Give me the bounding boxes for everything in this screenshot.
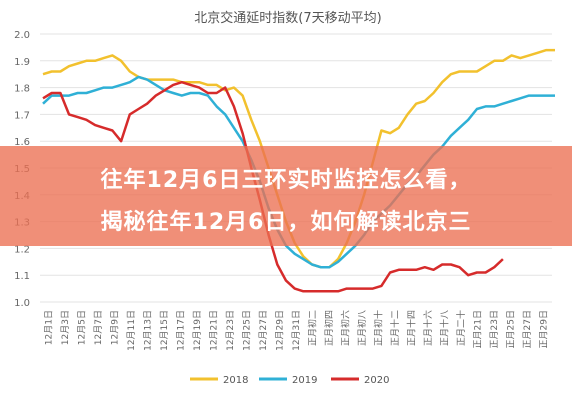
- x-tick-label: 12月5日: [76, 310, 87, 345]
- y-tick-label: 1.8: [14, 84, 30, 95]
- legend: 2018 2019 2020: [190, 375, 389, 386]
- y-tick-label: 1.0: [14, 298, 30, 309]
- headline-line-1: 往年12月6日三环实时监控怎么看，: [100, 168, 472, 193]
- y-tick-label: 1.7: [14, 110, 30, 121]
- series-line-2018: [42, 48, 555, 269]
- x-tick-label: 正月27日: [522, 310, 533, 348]
- series-line-2020: [42, 80, 504, 293]
- x-tick-label: 正月初八: [356, 310, 368, 346]
- x-tick-label: 12月1日: [43, 310, 54, 345]
- x-tick-label: 12月15日: [159, 310, 170, 351]
- legend-label-2018: 2018: [223, 375, 248, 386]
- x-tick-label: 12月29日: [274, 310, 285, 351]
- x-tick-label: 12月27日: [258, 310, 269, 351]
- headline-line-2: 揭秘往年12月6日，如何解读北京三: [100, 210, 472, 235]
- x-tick-label: 12月17日: [175, 310, 186, 351]
- series-line-2019: [42, 75, 555, 269]
- x-tick-label: 正月初二: [307, 310, 319, 346]
- x-tick-label: 正月初十: [373, 310, 385, 346]
- x-tick-label: 正月29日: [539, 310, 550, 348]
- headline-banner: [0, 146, 572, 246]
- x-axis-tick-labels: 12月1日 12月3日 12月5日 12月7日 12月9日 12月11日 12月13日 12月…: [43, 310, 549, 351]
- x-tick-label: 12月3日: [60, 310, 71, 345]
- x-tick-label: 正月十六: [422, 310, 434, 346]
- x-tick-label: 正月23日: [489, 310, 500, 348]
- x-tick-label: 12月31日: [291, 310, 302, 351]
- x-tick-label: 正月十八: [439, 310, 451, 346]
- y-tick-label: 1.6: [14, 137, 30, 148]
- y-tick-label: 1.9: [14, 57, 30, 68]
- x-tick-label: 12月25日: [241, 310, 252, 351]
- x-tick-label: 正月二十: [455, 310, 467, 346]
- x-tick-label: 正月初六: [340, 310, 352, 346]
- x-tick-label: 12月11日: [126, 310, 137, 351]
- legend-label-2020: 2020: [364, 375, 389, 386]
- x-tick-label: 12月7日: [93, 310, 104, 345]
- series-lines: [42, 48, 555, 293]
- y-tick-label: 2.0: [14, 30, 30, 41]
- y-tick-label: 1.2: [14, 244, 30, 255]
- y-tick-label: 1.1: [14, 271, 30, 282]
- x-tick-label: 正月初四: [323, 310, 335, 346]
- x-tick-label: 12月21日: [208, 310, 219, 351]
- x-tick-label: 正月十二: [389, 310, 401, 346]
- x-tick-label: 12月19日: [192, 310, 203, 351]
- x-tick-label: 正月25日: [506, 310, 517, 348]
- x-tick-label: 正月十四: [406, 310, 418, 346]
- chart-title: 北京交通延时指数(7天移动平均): [194, 10, 381, 26]
- x-tick-label: 12月23日: [225, 310, 236, 351]
- x-tick-label: 12月9日: [109, 310, 120, 345]
- x-tick-label: 12月13日: [142, 310, 153, 351]
- legend-label-2019: 2019: [292, 375, 317, 386]
- x-tick-label: 正月21日: [473, 310, 484, 348]
